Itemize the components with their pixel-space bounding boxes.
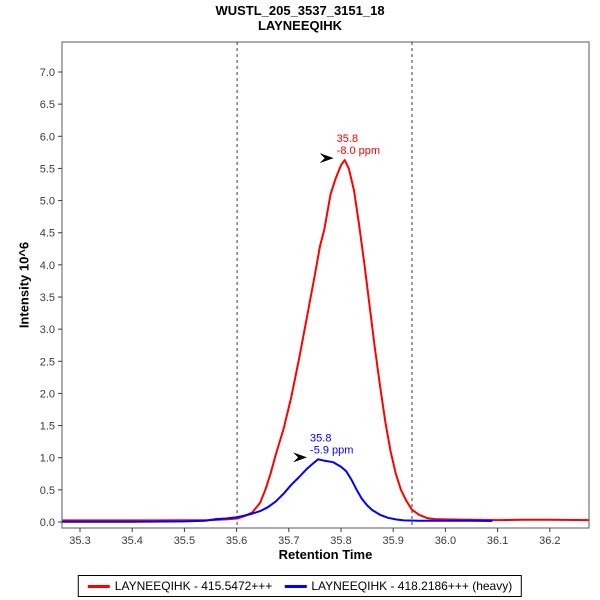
title-block: WUSTL_205_3537_3151_18 LAYNEEQIHK	[0, 3, 600, 33]
legend-label-heavy: LAYNEEQIHK - 418.2186+++ (heavy)	[311, 579, 513, 593]
light-peak-rt-label: 35.8	[337, 133, 358, 145]
heavy-series-line-icon	[284, 584, 307, 588]
x-axis-label: Retention Time	[278, 547, 373, 562]
y-tick-label: 5.5	[40, 163, 55, 175]
y-tick-label: 1.5	[40, 421, 55, 433]
light-series-trace	[62, 159, 589, 522]
peak-pointer-arrow-icon	[293, 452, 308, 463]
heavy-peak-rt-label: 35.8	[310, 432, 331, 444]
x-tick-label: 35.5	[174, 535, 195, 547]
x-tick-label: 35.8	[330, 535, 351, 547]
y-tick-label: 3.5	[40, 292, 55, 304]
y-tick-label: 0.5	[40, 485, 55, 497]
y-tick-label: 5.0	[40, 196, 55, 208]
y-tick-label: 2.0	[40, 388, 55, 400]
x-tick-label: 35.9	[382, 535, 403, 547]
y-axis-label: Intensity 10^6	[16, 241, 32, 329]
x-tick-label: 35.3	[69, 535, 90, 547]
plot-frame	[61, 41, 590, 529]
y-tick-label: 7.0	[40, 67, 55, 79]
x-tick-label: 35.7	[278, 535, 299, 547]
legend-label-light: LAYNEEQIHK - 415.5472+++	[114, 579, 273, 593]
heavy-series-trace	[62, 458, 493, 523]
y-tick-label: 4.0	[40, 260, 55, 272]
heavy-peak-ppm-label: -5.9 ppm	[310, 444, 353, 456]
y-tick-label: 6.0	[40, 131, 55, 143]
chart-subtitle: LAYNEEQIHK	[257, 18, 343, 33]
x-tick-label: 35.6	[226, 535, 247, 547]
chart-title: WUSTL_205_3537_3151_18	[215, 3, 385, 18]
peak-pointer-arrow-icon	[319, 153, 334, 164]
x-tick-label: 36.0	[435, 535, 456, 547]
y-tick-label: 2.5	[40, 356, 55, 368]
y-tick-label: 6.5	[40, 99, 55, 111]
y-tick-label: 0.0	[40, 517, 55, 529]
x-tick-label: 36.2	[539, 535, 560, 547]
x-tick-label: 35.4	[121, 535, 142, 547]
y-tick-label: 4.5	[40, 228, 55, 240]
y-tick-label: 1.0	[40, 453, 55, 465]
y-tick-label: 3.0	[40, 324, 55, 336]
light-series-line-icon	[87, 584, 110, 588]
legend: LAYNEEQIHK - 415.5472+++ LAYNEEQIHK - 41…	[77, 575, 523, 597]
legend-item-heavy: LAYNEEQIHK - 418.2186+++ (heavy)	[284, 579, 512, 593]
legend-item-light: LAYNEEQIHK - 415.5472+++	[87, 579, 273, 593]
x-tick-label: 36.1	[487, 535, 508, 547]
light-peak-ppm-label: -8.0 ppm	[337, 145, 380, 157]
